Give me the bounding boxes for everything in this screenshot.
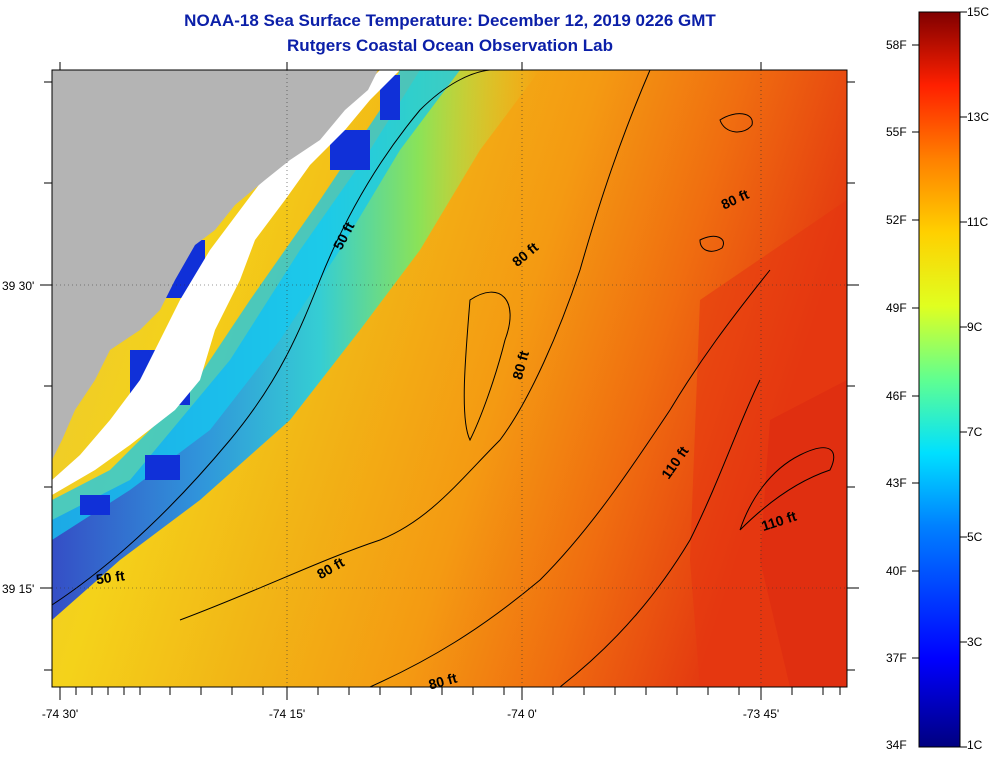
colorbar-label-fahrenheit: 52F [886,213,907,227]
longitude-label: -74 15' [268,707,306,721]
bathymetry-contours [52,70,835,687]
contour-label: 80 ft [427,670,459,693]
colorbar-label-fahrenheit: 34F [886,738,907,752]
colorbar-label-celsius: 1C [967,738,983,752]
contour-80ft-shoal [463,291,511,442]
colorbar-label-fahrenheit: 43F [886,476,907,490]
colorbar-label-fahrenheit: 49F [886,301,907,315]
colorbar-label-fahrenheit: 46F [886,389,907,403]
map-frame [51,69,848,688]
colorbar-label-celsius: 3C [967,635,983,649]
contour-50ft [52,70,491,606]
contour-label: 50 ft [95,567,126,587]
map-title: NOAA-18 Sea Surface Temperature: Decembe… [184,11,716,30]
colorbar-label-celsius: 15C [967,5,990,19]
colorbar-label-fahrenheit: 55F [886,125,907,139]
map-subtitle: Rutgers Coastal Ocean Observation Lab [287,36,613,55]
latitude-label: 39 15' [2,582,35,596]
contour-80ft [179,70,651,621]
colorbar-label-celsius: 7C [967,425,983,439]
cold-patch [380,75,400,120]
cold-patch [80,495,110,515]
contour-110ft-shoal [739,447,835,531]
contour-shoal [699,235,724,252]
cold-nearshore-water [52,70,460,540]
cool-coastal-water [52,70,540,620]
colorbar-label-fahrenheit: 58F [886,38,907,52]
graticule [52,70,847,687]
colorbar [918,11,961,748]
colorbar-label-celsius: 9C [967,320,983,334]
longitude-label: -74 30' [41,707,79,721]
contour-label: 80 ft [509,349,532,381]
warm-water-core [760,380,847,687]
contour-110ft [559,379,761,687]
latitude-label: 39 30' [2,279,35,293]
colorbar-label-celsius: 13C [967,110,990,124]
longitude-ticks [59,62,841,700]
longitude-label: -74 0' [507,707,537,721]
no-data-region [52,70,400,495]
colorbar-label-fahrenheit: 37F [886,651,907,665]
colorbar-label-fahrenheit: 40F [886,564,907,578]
map-area [52,70,847,687]
longitude-label: -73 45' [742,707,780,721]
colorbar-ticks [912,11,967,748]
colorbar-label-celsius: 11C [967,215,989,229]
latitude-ticks [40,81,859,671]
colorbar-label-celsius: 5C [967,530,983,544]
contour-shoal [719,113,753,133]
contour-80ft [369,269,771,687]
cold-patch [145,455,180,480]
land-new-jersey [52,70,378,460]
